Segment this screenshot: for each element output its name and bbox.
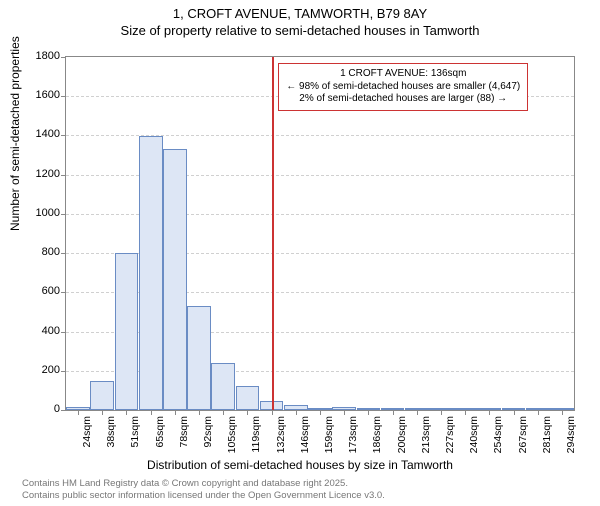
- histogram-bar: [236, 386, 260, 410]
- x-tick-label: 254sqm: [492, 416, 504, 453]
- x-tick-label: 200sqm: [396, 416, 408, 453]
- x-tick-label: 119sqm: [250, 416, 262, 453]
- y-axis-label: Number of semi-detached properties: [8, 36, 22, 231]
- x-tick-mark: [247, 410, 248, 415]
- x-tick-mark: [78, 410, 79, 415]
- x-tick-label: 65sqm: [154, 416, 166, 448]
- y-tick-mark: [61, 214, 66, 215]
- y-tick-label: 1800: [25, 50, 60, 62]
- y-tick-label: 800: [25, 246, 60, 258]
- x-tick-label: 38sqm: [105, 416, 117, 448]
- histogram-bar: [187, 306, 211, 410]
- x-tick-label: 24sqm: [81, 416, 93, 448]
- title-block: 1, CROFT AVENUE, TAMWORTH, B79 8AY Size …: [0, 6, 600, 38]
- x-tick-mark: [102, 410, 103, 415]
- y-tick-label: 200: [25, 364, 60, 376]
- y-tick-mark: [61, 175, 66, 176]
- x-tick-label: 267sqm: [517, 416, 529, 453]
- x-axis-label: Distribution of semi-detached houses by …: [0, 458, 600, 472]
- x-tick-label: 240sqm: [468, 416, 480, 453]
- x-tick-mark: [562, 410, 563, 415]
- y-tick-mark: [61, 292, 66, 293]
- x-tick-label: 173sqm: [347, 416, 359, 453]
- x-tick-label: 186sqm: [371, 416, 383, 453]
- plot-area: 1 CROFT AVENUE: 136sqm← 98% of semi-deta…: [66, 57, 574, 410]
- x-tick-label: 132sqm: [275, 416, 287, 453]
- histogram-bar: [163, 149, 187, 410]
- x-tick-mark: [393, 410, 394, 415]
- y-tick-mark: [61, 57, 66, 58]
- x-tick-mark: [272, 410, 273, 415]
- x-tick-mark: [368, 410, 369, 415]
- x-tick-label: 281sqm: [541, 416, 553, 453]
- annotation-box: 1 CROFT AVENUE: 136sqm← 98% of semi-deta…: [278, 63, 528, 111]
- footer-line-1: Contains HM Land Registry data © Crown c…: [22, 478, 385, 490]
- y-tick-mark: [61, 332, 66, 333]
- chart-plot-area: 1 CROFT AVENUE: 136sqm← 98% of semi-deta…: [65, 56, 575, 411]
- x-tick-mark: [417, 410, 418, 415]
- y-tick-mark: [61, 135, 66, 136]
- annotation-line-3: 2% of semi-detached houses are larger (8…: [286, 93, 520, 106]
- x-tick-mark: [465, 410, 466, 415]
- x-tick-mark: [223, 410, 224, 415]
- histogram-bar: [139, 136, 163, 410]
- reference-line: [272, 57, 274, 410]
- histogram-bar: [211, 363, 235, 410]
- histogram-bar: [115, 253, 139, 410]
- y-tick-label: 1000: [25, 207, 60, 219]
- x-tick-label: 213sqm: [420, 416, 432, 453]
- histogram-bar: [90, 381, 114, 410]
- x-tick-label: 227sqm: [444, 416, 456, 453]
- x-tick-mark: [538, 410, 539, 415]
- x-tick-mark: [126, 410, 127, 415]
- title-main: 1, CROFT AVENUE, TAMWORTH, B79 8AY: [0, 6, 600, 21]
- annotation-line-1: 1 CROFT AVENUE: 136sqm: [286, 68, 520, 81]
- x-tick-label: 92sqm: [202, 416, 214, 448]
- x-tick-mark: [296, 410, 297, 415]
- x-tick-label: 51sqm: [129, 416, 141, 448]
- x-tick-label: 146sqm: [299, 416, 311, 453]
- annotation-line-2: ← 98% of semi-detached houses are smalle…: [286, 81, 520, 94]
- x-tick-label: 105sqm: [226, 416, 238, 453]
- x-tick-label: 159sqm: [323, 416, 335, 453]
- x-tick-mark: [151, 410, 152, 415]
- y-tick-mark: [61, 410, 66, 411]
- y-tick-mark: [61, 253, 66, 254]
- y-tick-label: 1600: [25, 89, 60, 101]
- x-tick-mark: [441, 410, 442, 415]
- footer-attribution: Contains HM Land Registry data © Crown c…: [22, 478, 385, 502]
- y-tick-label: 600: [25, 285, 60, 297]
- x-tick-mark: [199, 410, 200, 415]
- x-tick-mark: [320, 410, 321, 415]
- title-sub: Size of property relative to semi-detach…: [0, 23, 600, 38]
- x-tick-mark: [489, 410, 490, 415]
- x-tick-label: 78sqm: [178, 416, 190, 448]
- y-tick-label: 0: [25, 403, 60, 415]
- x-tick-mark: [344, 410, 345, 415]
- x-tick-label: 294sqm: [565, 416, 577, 453]
- y-tick-label: 1400: [25, 128, 60, 140]
- y-tick-mark: [61, 371, 66, 372]
- y-tick-label: 400: [25, 325, 60, 337]
- x-tick-mark: [514, 410, 515, 415]
- y-tick-mark: [61, 96, 66, 97]
- x-tick-mark: [175, 410, 176, 415]
- y-tick-label: 1200: [25, 168, 60, 180]
